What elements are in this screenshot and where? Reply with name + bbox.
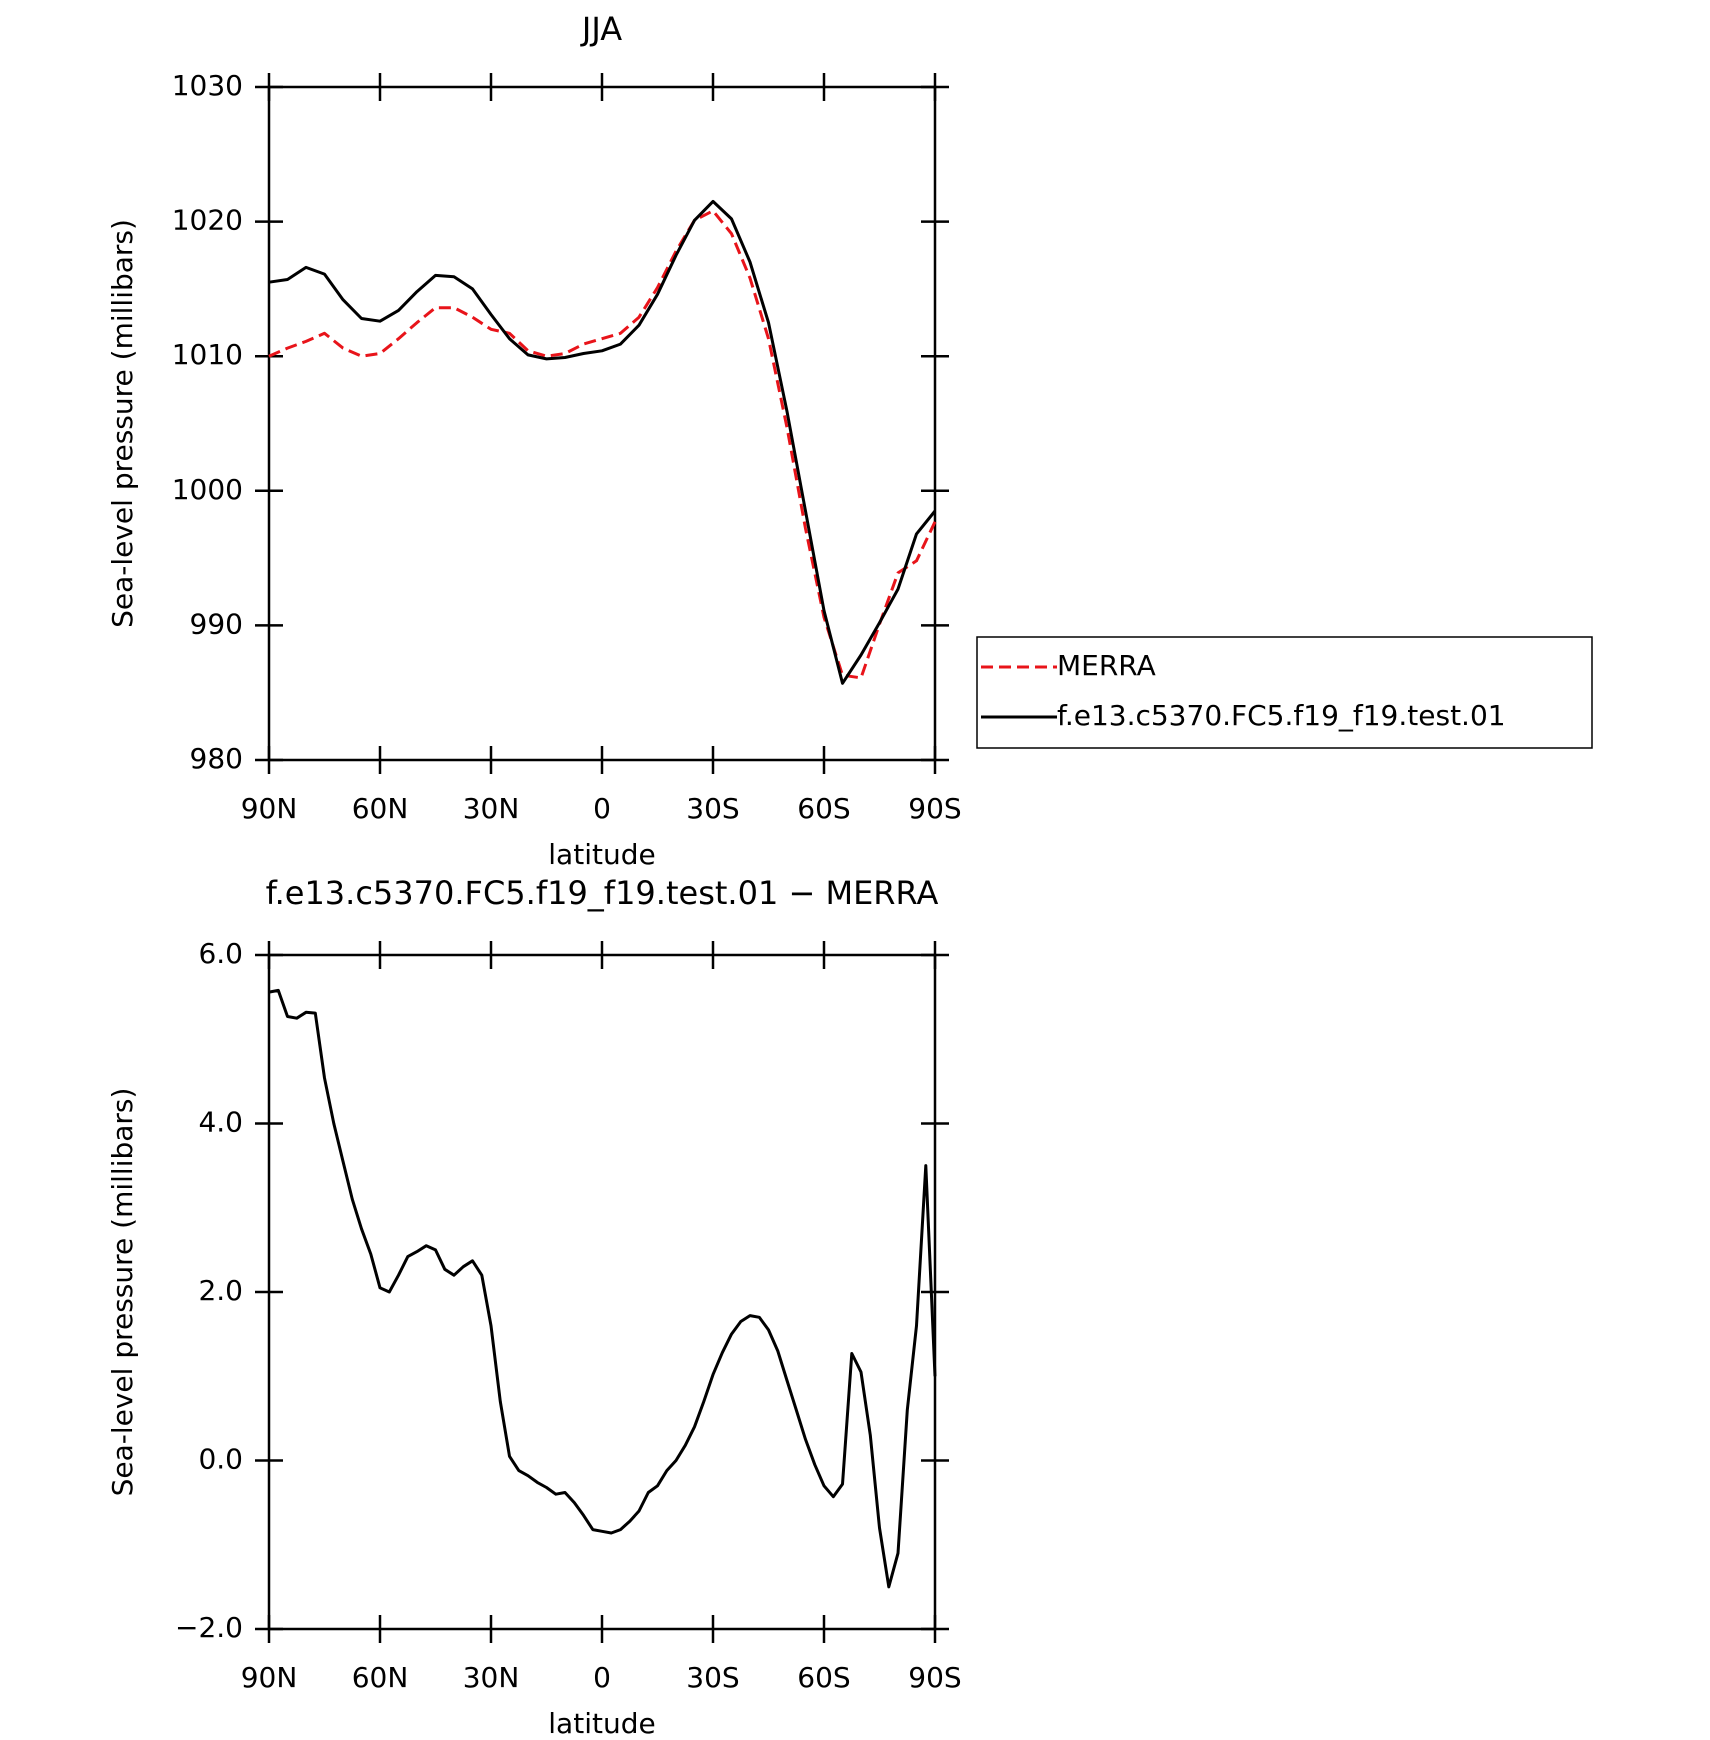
plot-frame [267, 953, 937, 1631]
y-axis-label: Sea-level pressure (millibars) [106, 219, 139, 628]
series-line [268, 988, 937, 1589]
y-tick-label: 1010 [172, 338, 243, 371]
legend-label: MERRA [1057, 649, 1156, 682]
y-tick-label: 6.0 [198, 937, 243, 970]
x-tick-label: 30N [463, 792, 520, 825]
y-tick-label: 2.0 [198, 1274, 243, 1307]
x-tick-label: 90N [241, 1661, 298, 1694]
x-tick-label: 60N [352, 1661, 409, 1694]
x-tick-label: 90S [908, 1661, 961, 1694]
series-line [268, 199, 937, 685]
x-tick-label: 60N [352, 792, 409, 825]
plot-frame [267, 85, 937, 762]
x-tick-label: 0 [593, 1661, 611, 1694]
x-tick-label: 60S [797, 1661, 850, 1694]
legend-label: f.e13.c5370.FC5.f19_f19.test.01 [1057, 699, 1506, 732]
x-axis-label: latitude [548, 838, 655, 871]
x-tick-label: 60S [797, 792, 850, 825]
x-tick-label: 0 [593, 792, 611, 825]
x-tick-label: 90N [241, 792, 298, 825]
y-tick-label: 0.0 [198, 1443, 243, 1476]
y-tick-label: 4.0 [198, 1106, 243, 1139]
chart-title: JJA [580, 10, 622, 48]
series-line [268, 209, 937, 680]
legend-box [976, 636, 1593, 749]
y-tick-label: −2.0 [175, 1611, 243, 1644]
x-axis-label: latitude [548, 1707, 655, 1740]
y-tick-label: 1030 [172, 69, 243, 102]
y-tick-label: 1000 [172, 473, 243, 506]
x-tick-label: 30S [686, 792, 739, 825]
y-tick-label: 990 [190, 607, 243, 640]
y-tick-label: 980 [190, 742, 243, 775]
x-tick-label: 30S [686, 1661, 739, 1694]
chart-title: f.e13.c5370.FC5.f19_f19.test.01 − MERRA [266, 874, 939, 912]
x-tick-label: 30N [463, 1661, 520, 1694]
y-tick-label: 1020 [172, 204, 243, 237]
x-tick-label: 90S [908, 792, 961, 825]
y-axis-label: Sea-level pressure (millibars) [106, 1088, 139, 1497]
